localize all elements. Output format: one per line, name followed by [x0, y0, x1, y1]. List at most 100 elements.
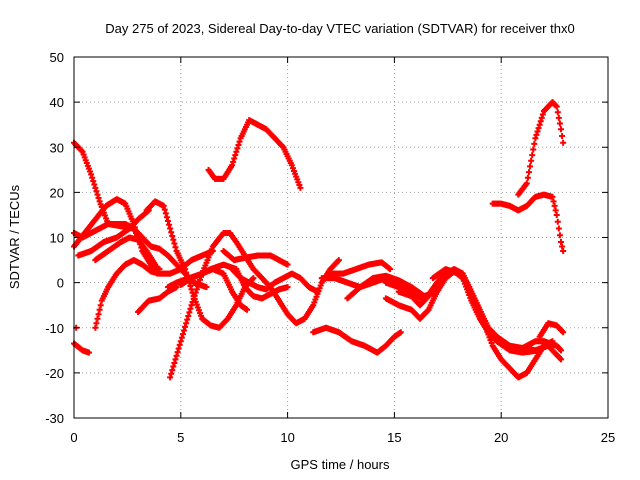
data-point [88, 171, 95, 178]
data-point [229, 162, 236, 169]
data-point [314, 288, 321, 295]
data-point [560, 248, 567, 255]
data-point [160, 202, 167, 209]
data-point [553, 103, 560, 110]
data-point [527, 163, 534, 170]
data-point [532, 135, 539, 142]
x-tick-label: 15 [387, 430, 401, 445]
data-point [92, 324, 99, 331]
data-point [558, 126, 565, 133]
data-point [193, 286, 200, 293]
data-point [162, 210, 169, 217]
data-point [236, 138, 243, 145]
data-point [178, 334, 185, 341]
data-point [167, 374, 174, 381]
data-point [560, 329, 567, 336]
data-point [168, 370, 175, 377]
data-point [555, 114, 562, 121]
data-point [534, 128, 541, 135]
data-point [172, 356, 179, 363]
data-point [182, 266, 189, 273]
data-point [203, 284, 210, 291]
y-tick-label: 0 [57, 276, 64, 291]
data-point [559, 243, 566, 250]
data-point [168, 229, 175, 236]
y-tick-label: -10 [45, 321, 64, 336]
data-point [553, 211, 560, 218]
data-point [192, 289, 199, 296]
data-point [188, 286, 195, 293]
data-point [244, 306, 251, 313]
data-point [92, 184, 99, 191]
data-point [188, 302, 195, 309]
x-tick-label: 10 [280, 430, 294, 445]
data-point [230, 158, 237, 165]
data-point [166, 221, 173, 228]
data-point [163, 214, 170, 221]
data-point [297, 184, 304, 191]
data-point [531, 140, 538, 147]
data-point [96, 306, 103, 313]
data-point [555, 225, 562, 232]
x-tick-label: 0 [70, 430, 77, 445]
data-point [536, 121, 543, 128]
data-point [172, 244, 179, 251]
data-point [152, 261, 159, 268]
data-point [538, 114, 545, 121]
data-point [397, 329, 404, 336]
data-point [524, 174, 531, 181]
data-point [169, 367, 176, 374]
data-point [549, 338, 556, 345]
data-point [387, 266, 394, 273]
y-tick-label: 30 [50, 140, 64, 155]
data-points [71, 99, 567, 381]
y-tick-label: -30 [45, 411, 64, 426]
data-point [94, 315, 101, 322]
data-point [170, 236, 177, 243]
data-point [552, 207, 559, 214]
data-point [187, 283, 194, 290]
data-point [173, 352, 180, 359]
data-point [177, 338, 184, 345]
data-point [523, 180, 530, 187]
data-point [558, 356, 565, 363]
data-point [529, 152, 536, 159]
data-point [161, 206, 168, 213]
data-point [184, 316, 191, 323]
data-point [191, 292, 198, 299]
data-point [93, 320, 100, 327]
data-point [554, 109, 561, 116]
data-point [231, 155, 238, 162]
data-point [533, 131, 540, 138]
y-tick-label: 40 [50, 95, 64, 110]
data-point [194, 283, 201, 290]
data-point [284, 261, 291, 268]
data-point [528, 157, 535, 164]
grid-lines [74, 57, 608, 418]
data-point [85, 349, 92, 356]
data-point [186, 309, 193, 316]
y-tick-label: -20 [45, 366, 64, 381]
data-point [176, 341, 183, 348]
data-point [179, 331, 186, 338]
data-point [559, 132, 566, 139]
axis-ticks: 0 5 10 15 20 25 -30 -20 -10 0 10 20 30 40 50 [45, 50, 615, 445]
data-point [197, 276, 204, 283]
data-point [235, 141, 242, 148]
data-point [250, 275, 257, 282]
data-point [525, 169, 532, 176]
data-point [174, 349, 181, 356]
data-point [550, 198, 557, 205]
data-point [185, 313, 192, 320]
data-point [181, 327, 188, 334]
data-point [171, 240, 178, 247]
data-point [175, 345, 182, 352]
data-point [97, 302, 104, 309]
data-point [195, 280, 202, 287]
data-point [94, 191, 101, 198]
data-point [95, 195, 102, 202]
data-point [551, 202, 558, 209]
data-point [558, 347, 565, 354]
y-tick-label: 10 [50, 231, 64, 246]
